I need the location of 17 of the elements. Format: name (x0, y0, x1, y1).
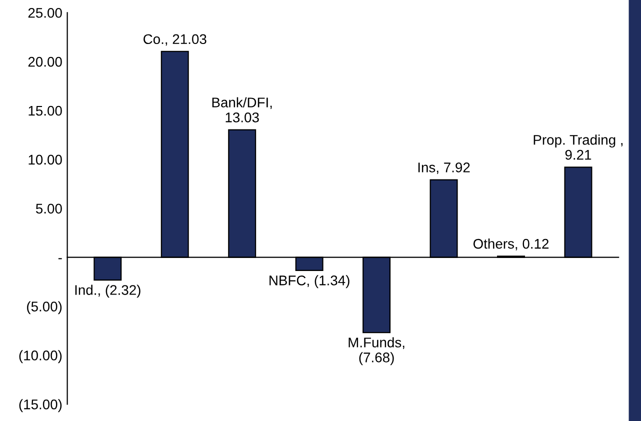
y-tick-label: 20.00 (28, 56, 62, 67)
data-label: M.Funds, (7.68) (348, 337, 404, 366)
data-label: Others, 0.12 (473, 238, 549, 250)
y-tick-label: 25.00 (28, 8, 62, 18)
y-tick-label: (15.00) (19, 399, 62, 412)
y-tick-label: 5.00 (36, 204, 62, 214)
y-tick-label: 10.00 (28, 154, 62, 165)
y-tick-label: - (58, 258, 62, 260)
data-label: Ind., (2.32) (75, 284, 140, 298)
data-label: Ins, 7.92 (418, 162, 470, 174)
data-label: Co., 21.03 (144, 34, 206, 46)
data-label: Bank/DFI, 13.03 (212, 97, 272, 122)
y-tick-label: (5.00) (27, 301, 62, 314)
data-label: Prop. Trading , 9.21 (534, 134, 623, 160)
data-label: NBFC, (1.34) (270, 275, 350, 288)
y-tick-label: 15.00 (28, 106, 62, 116)
y-tick-label: (10.00) (19, 350, 62, 364)
